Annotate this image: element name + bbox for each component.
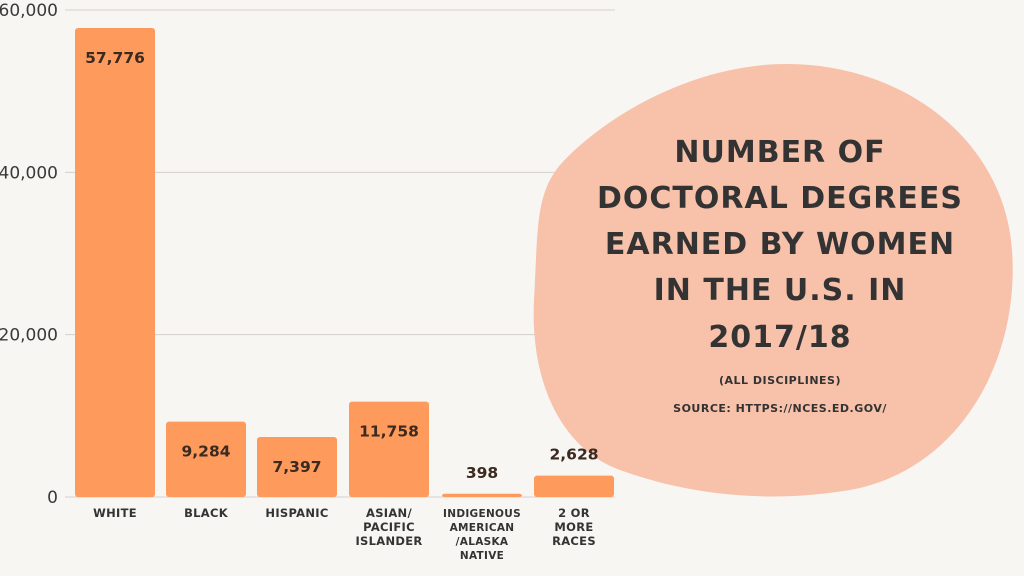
chart-title: NUMBER OF DOCTORAL DEGREES EARNED BY WOMEN… [597, 135, 963, 355]
category-label: ISLANDER [355, 534, 422, 548]
y-tick-label: 40,000 [0, 163, 58, 183]
category-label: /ALASKA [456, 536, 509, 548]
bar-value-label: 57,776 [85, 49, 145, 67]
bar [166, 421, 246, 497]
category-label: AMERICAN [450, 522, 515, 534]
y-axis-ticks: 0 20,000 40,000 60,000 [0, 1, 58, 508]
bar-value-label: 398 [466, 464, 498, 482]
bar [257, 436, 337, 497]
chart-title-line: EARNED BY WOMEN [605, 227, 955, 262]
bar-value-label: 2,628 [549, 446, 598, 464]
chart-title-line: 2017/18 [708, 320, 851, 355]
category-label: MORE [554, 520, 593, 534]
bar [349, 401, 429, 497]
title-blob-shape [533, 63, 1013, 497]
chart-title-line: NUMBER OF [674, 135, 885, 170]
category-label: HISPANIC [265, 506, 328, 520]
bar-value-label: 7,397 [272, 458, 321, 476]
gridlines [65, 9, 615, 498]
category-label: NATIVE [460, 550, 504, 562]
category-label: 2 OR [558, 506, 590, 520]
category-label: RACES [552, 534, 596, 548]
bar [442, 493, 522, 497]
chart-subtitle: (ALL DISCIPLINES) [719, 374, 841, 387]
bar-value-label: 11,758 [359, 423, 419, 441]
category-label: INDIGENOUS [443, 508, 521, 520]
category-label: PACIFIC [363, 520, 415, 534]
category-label: WHITE [93, 506, 137, 520]
chart-title-line: IN THE U.S. IN [654, 273, 907, 308]
y-tick-label: 0 [47, 488, 58, 508]
bars: 57,776 9,284 7,397 11,758 398 2,628 [75, 28, 614, 498]
bar [534, 475, 614, 497]
chart-source: SOURCE: HTTPS://NCES.ED.GOV/ [673, 402, 887, 415]
chart-title-line: DOCTORAL DEGREES [597, 181, 963, 216]
category-label: BLACK [184, 506, 229, 520]
y-tick-label: 60,000 [0, 1, 58, 21]
category-label: ASIAN/ [366, 506, 412, 520]
y-tick-label: 20,000 [0, 326, 58, 346]
bar-value-label: 9,284 [181, 443, 230, 461]
bar [75, 28, 155, 498]
